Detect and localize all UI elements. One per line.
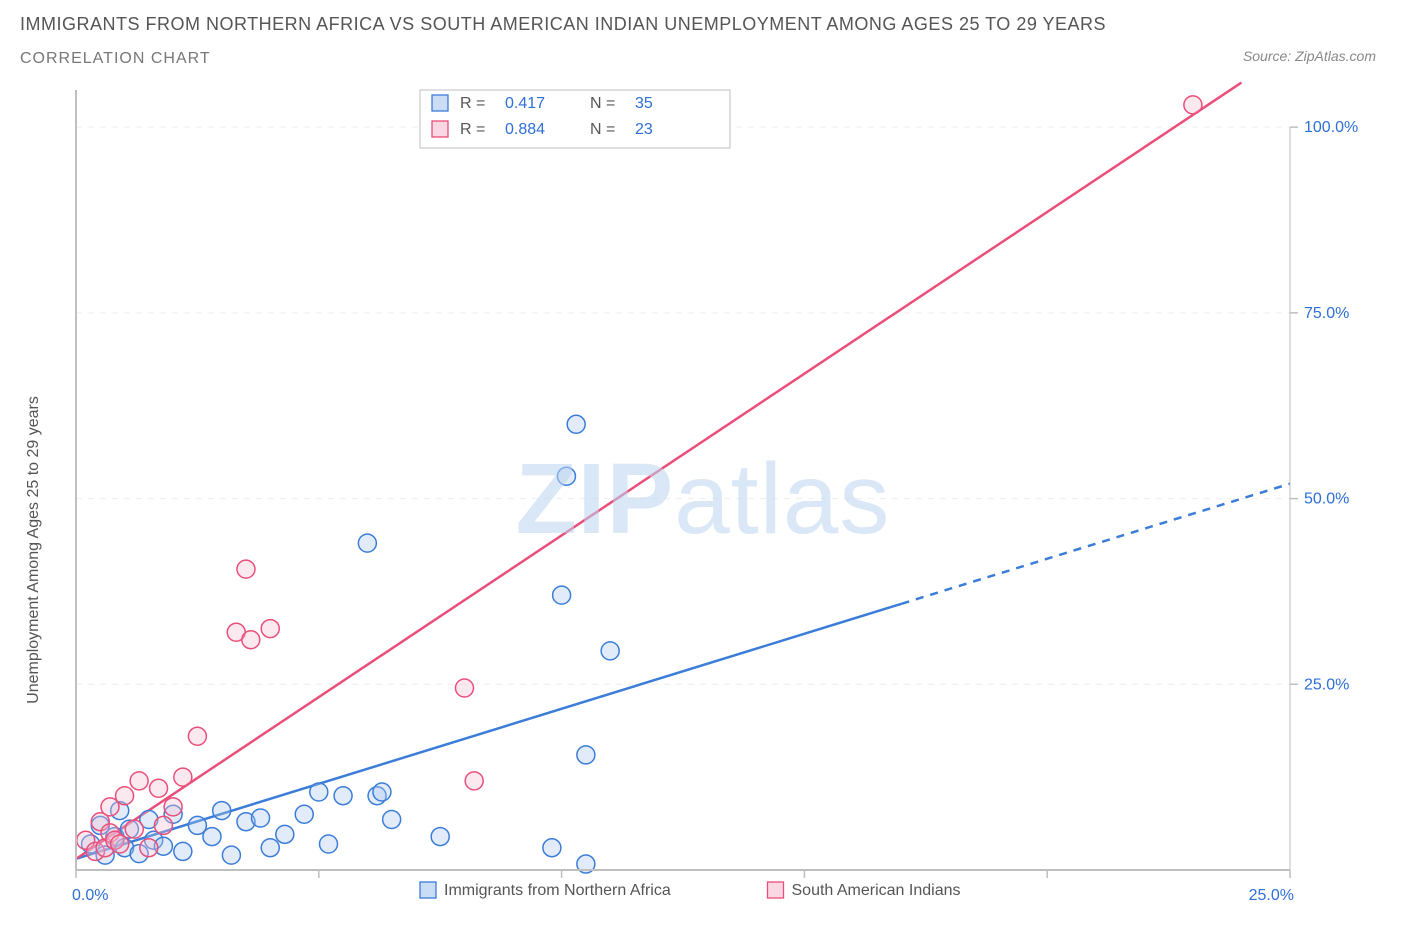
- y-tick-label: 50.0%: [1304, 491, 1349, 508]
- legend-n-value-blue: 35: [635, 95, 653, 112]
- data-point-blue: [295, 805, 313, 823]
- data-point-blue: [334, 787, 352, 805]
- data-point-pink: [465, 772, 483, 790]
- trend-line-blue-extrapolated: [902, 484, 1290, 604]
- data-point-blue: [557, 467, 575, 485]
- legend-n-prefix: N =: [590, 95, 615, 112]
- data-point-pink: [150, 779, 168, 797]
- data-point-pink: [125, 820, 143, 838]
- legend-r-value-blue: 0.417: [505, 95, 545, 112]
- data-point-pink: [164, 798, 182, 816]
- data-point-blue: [213, 802, 231, 820]
- data-point-blue: [276, 825, 294, 843]
- data-point-pink: [111, 835, 129, 853]
- source-name: ZipAtlas.com: [1295, 48, 1376, 64]
- data-point-pink: [130, 772, 148, 790]
- source-attribution: Source: ZipAtlas.com: [1243, 48, 1376, 64]
- bottom-legend-swatch-pink: [768, 882, 784, 898]
- data-point-blue: [567, 415, 585, 433]
- data-point-pink: [1184, 96, 1202, 114]
- legend-r-prefix: R =: [460, 95, 485, 112]
- legend-r-value-pink: 0.884: [505, 121, 545, 138]
- data-point-blue: [601, 642, 619, 660]
- data-point-pink: [116, 787, 134, 805]
- y-tick-label: 75.0%: [1304, 305, 1349, 322]
- legend-n-prefix: N =: [590, 121, 615, 138]
- data-point-blue: [203, 828, 221, 846]
- data-point-blue: [310, 783, 328, 801]
- chart-subtitle: CORRELATION CHART: [20, 50, 211, 68]
- data-point-pink: [455, 679, 473, 697]
- data-point-blue: [383, 810, 401, 828]
- data-point-pink: [242, 631, 260, 649]
- chart-container: 0.0% 25.0% 25.0% 50.0% 75.0% 100.0% Unemployme…: [0, 80, 1406, 930]
- data-point-pink: [188, 727, 206, 745]
- data-point-pink: [140, 839, 158, 857]
- data-point-blue: [261, 839, 279, 857]
- y-tick-label: 25.0%: [1304, 676, 1349, 693]
- y-axis-title: Unemployment Among Ages 25 to 29 years: [25, 396, 42, 704]
- x-tick-label: 0.0%: [72, 887, 108, 904]
- x-tick-label: 25.0%: [1249, 887, 1294, 904]
- data-point-pink: [261, 620, 279, 638]
- legend-swatch-pink: [432, 121, 448, 137]
- data-point-blue: [252, 809, 270, 827]
- legend-r-prefix: R =: [460, 121, 485, 138]
- source-prefix: Source:: [1243, 48, 1295, 64]
- data-point-blue: [431, 828, 449, 846]
- legend-swatch-blue: [432, 95, 448, 111]
- data-point-pink: [154, 816, 172, 834]
- data-point-blue: [358, 534, 376, 552]
- data-point-blue: [320, 835, 338, 853]
- data-point-blue: [373, 783, 391, 801]
- data-point-blue: [174, 842, 192, 860]
- data-point-pink: [237, 560, 255, 578]
- data-point-blue: [222, 846, 240, 864]
- data-point-blue: [553, 586, 571, 604]
- y-tick-label: 100.0%: [1304, 119, 1358, 136]
- chart-title: IMMIGRANTS FROM NORTHERN AFRICA VS SOUTH…: [20, 14, 1386, 35]
- data-point-blue: [577, 746, 595, 764]
- correlation-chart: 0.0% 25.0% 25.0% 50.0% 75.0% 100.0% Unemployme…: [0, 80, 1406, 910]
- legend-n-value-pink: 23: [635, 121, 653, 138]
- trend-line-pink: [76, 83, 1241, 859]
- data-point-blue: [543, 839, 561, 857]
- bottom-legend-label-pink: South American Indians: [792, 882, 961, 899]
- bottom-legend-label-blue: Immigrants from Northern Africa: [444, 882, 671, 899]
- data-point-pink: [174, 768, 192, 786]
- bottom-legend-swatch-blue: [420, 882, 436, 898]
